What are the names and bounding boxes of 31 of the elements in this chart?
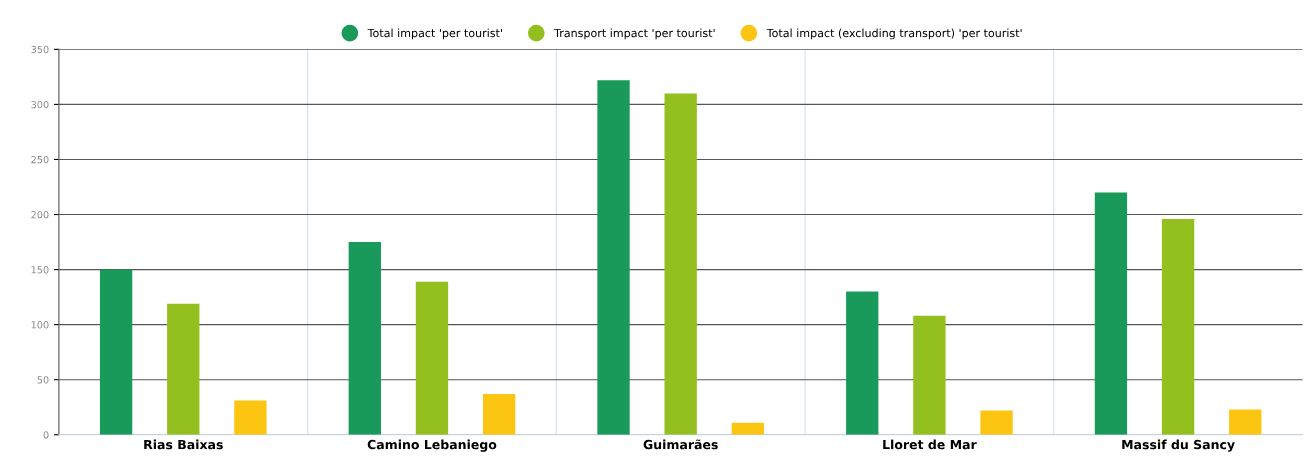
y-tick-label: 250 [31, 155, 49, 164]
bar [348, 242, 381, 435]
bar [99, 269, 133, 435]
bar [1094, 192, 1128, 435]
x-tick-label: Guimarães [643, 439, 718, 450]
x-tick-label: Camino Lebaniego [367, 439, 497, 452]
y-tick-label: 200 [31, 211, 49, 219]
y-tick-label: 100 [31, 321, 49, 329]
legend-label: Total impact (excluding transport) 'per tourist' [766, 28, 1022, 40]
bar [980, 410, 1013, 435]
y-tick-label: 0 [43, 431, 49, 439]
y-tick-label: 350 [31, 45, 49, 54]
bar [846, 291, 879, 435]
y-tick-label: 50 [37, 376, 49, 384]
bar [913, 315, 946, 435]
legend-label: Transport impact 'per tourist' [554, 28, 715, 40]
bar [482, 394, 516, 435]
y-tick-label: 300 [31, 100, 49, 109]
bar [1161, 218, 1195, 435]
bar [731, 422, 764, 435]
bar [1229, 409, 1262, 435]
bar [415, 281, 449, 435]
bar [597, 80, 630, 435]
y-tick-label: 150 [31, 266, 49, 274]
x-tick-label: Rias Baixas [144, 439, 223, 450]
bar [167, 303, 200, 435]
legend-label: Total impact 'per tourist' [367, 28, 502, 40]
bar [234, 400, 267, 435]
x-tick-label: Lloret de Mar [883, 439, 977, 450]
x-tick-label: Massif du Sancy [1122, 439, 1235, 452]
bar [664, 93, 697, 435]
